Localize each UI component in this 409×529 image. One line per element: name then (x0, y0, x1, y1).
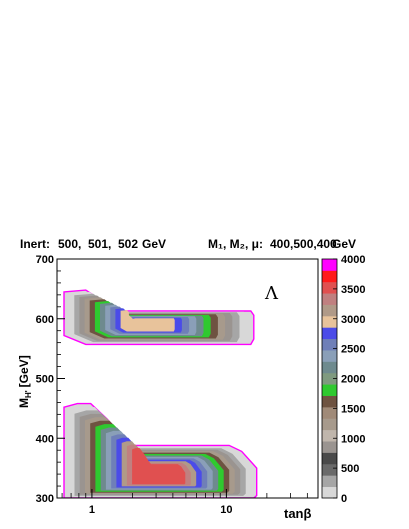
colorbar-label: 1000 (341, 433, 365, 445)
colorbar-segment (322, 361, 337, 374)
colorbar-segment (322, 429, 337, 442)
colorbar-segment (322, 406, 337, 419)
colorbar-label: 3500 (341, 284, 365, 296)
colorbar-segment (322, 327, 337, 340)
svg-text:MH'[GeV]: MH' [GeV] (17, 355, 33, 408)
colorbar-label: 1500 (341, 403, 365, 415)
upper-island (63, 289, 255, 346)
colorbar-label: 500 (341, 463, 359, 475)
y-tick-label: 700 (36, 254, 54, 266)
colorbar-segment (322, 475, 337, 488)
colorbar-label: 2500 (341, 344, 365, 356)
header-right-values: 400,500,400 (270, 237, 337, 251)
contour-regions (63, 289, 258, 498)
colorbar-segment (322, 372, 337, 385)
y-tick-label: 500 (36, 374, 54, 386)
lambda-annotation: Λ (264, 283, 279, 304)
colorbar-segment (322, 452, 337, 465)
y-axis-title: MH' [GeV] (17, 355, 33, 408)
colorbar-segment (322, 384, 337, 396)
x-tick-label: 1 (89, 504, 95, 516)
x-tick-label: 10 (220, 504, 232, 516)
y-tick-label: 300 (36, 493, 54, 505)
colorbar-segment (322, 486, 337, 499)
colorbar-segment (322, 418, 337, 431)
colorbar-segment (322, 259, 337, 271)
colorbar-segment (322, 441, 337, 453)
header-left-value-2: 501, (88, 237, 111, 251)
y-axis-title-main: M (17, 398, 31, 408)
colorbar-segment (322, 293, 337, 305)
plot-area (56, 258, 319, 499)
colorbar-segment (322, 315, 337, 328)
colorbar-segment (322, 270, 337, 283)
y-axis-title-sub: H' (24, 390, 33, 398)
x-axis-title: tanβ (284, 506, 312, 521)
lower-island (63, 402, 258, 498)
colorbar-segment (322, 281, 337, 294)
contour-band-3000 (120, 310, 175, 332)
colorbar-label: 4000 (341, 254, 365, 266)
y-tick-label: 600 (36, 314, 54, 326)
colorbar-label: 3000 (341, 314, 365, 326)
colorbar-segment (322, 463, 337, 476)
colorbar: 0 500 1000 1500 2000 2500 3000 3500 4000 (321, 254, 365, 505)
y-tick-label: 400 (36, 433, 54, 445)
colorbar-label: 2000 (341, 374, 365, 386)
contour-band-3300 (132, 448, 186, 485)
header-left-value-3: 502 (118, 237, 138, 251)
colorbar-segment (322, 304, 337, 317)
chart-header: Inert: 500, 501, 502 GeV M₁, M₂, μ: 400,… (20, 237, 356, 251)
header-left-value-1: 500, (58, 237, 81, 251)
header-left-prefix: Inert: (20, 237, 50, 251)
header-left-unit: GeV (142, 237, 166, 251)
axes: 300 400 500 600 700 1 10 (36, 254, 308, 516)
colorbar-label: 0 (341, 493, 347, 505)
header-right-unit: GeV (332, 237, 356, 251)
colorbar-segment (322, 338, 337, 351)
colorbar-segment (322, 350, 337, 362)
header-right-params: M₁, M₂, μ: (208, 237, 263, 251)
y-axis-title-unit: [GeV] (17, 355, 31, 387)
colorbar-segment (322, 395, 337, 408)
